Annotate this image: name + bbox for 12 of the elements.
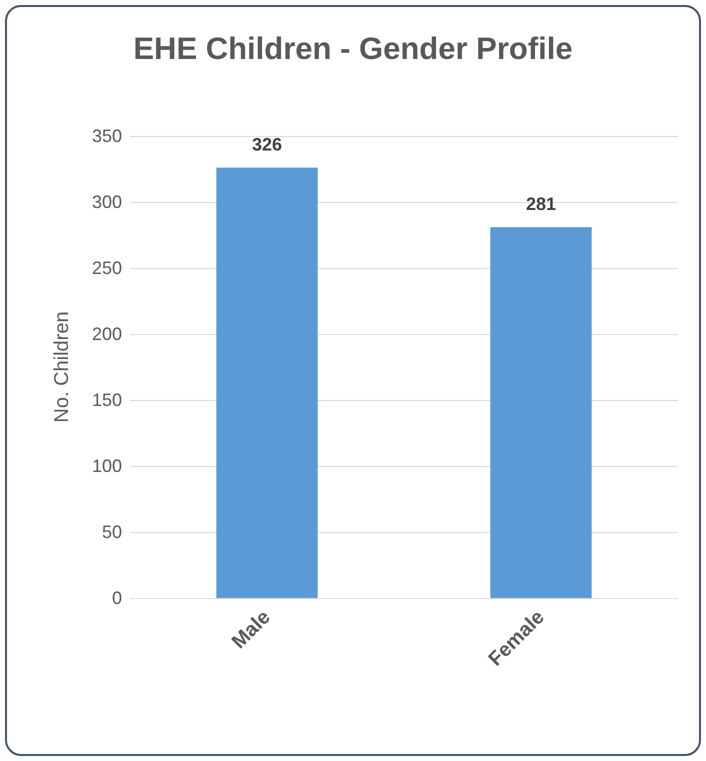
data-label: 326 (252, 134, 282, 155)
y-tick-label: 300 (92, 192, 122, 212)
y-tick-label: 150 (92, 390, 122, 410)
y-tick-label: 50 (102, 522, 122, 542)
y-tick-label: 100 (92, 456, 122, 476)
chart-title: EHE Children - Gender Profile (133, 31, 573, 66)
y-axis-title: No. Children (51, 311, 73, 423)
y-tick-label: 350 (92, 126, 122, 146)
data-label: 281 (526, 194, 556, 214)
y-tick-label: 0 (112, 588, 122, 608)
y-tick-label: 250 (92, 258, 122, 278)
y-tick-label: 200 (92, 324, 122, 344)
